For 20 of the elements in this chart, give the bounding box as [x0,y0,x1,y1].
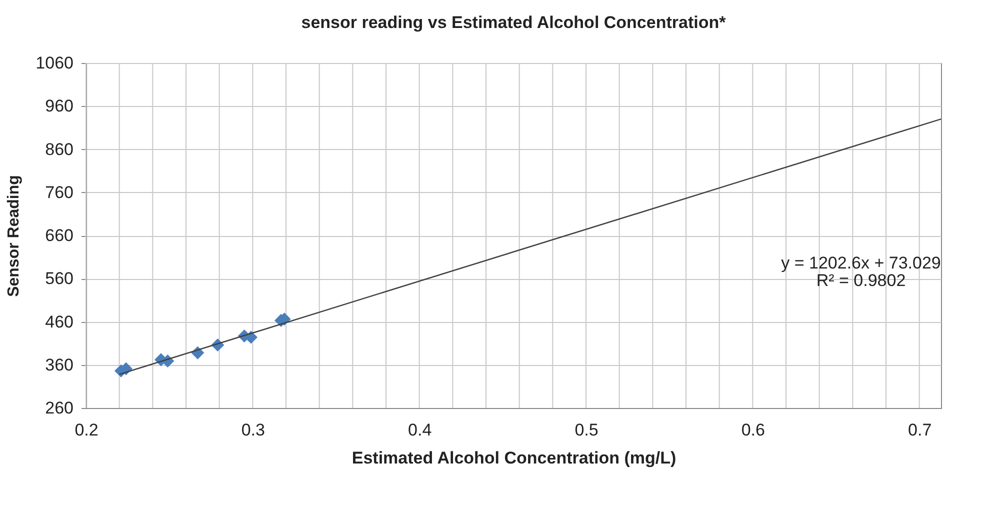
annotation: y = 1202.6x + 73.029 [781,254,941,273]
y-tick-label: 1060 [36,54,74,72]
y-tick-label: 260 [45,398,74,418]
y-tick-label: 760 [45,182,74,202]
annotation: R² = 0.9802 [816,270,906,290]
x-tick-label: 0.3 [241,420,265,440]
x-tick-label: 0.4 [408,420,432,440]
y-tick-label: 860 [45,140,74,159]
y-tick-label: 360 [45,355,74,374]
x-tick-label: 0.2 [74,420,98,440]
y-tick-label: 660 [45,226,74,245]
chart-title: sensor reading vs Estimated Alcohol Concentration* [301,13,726,32]
x-tick-label: 0.6 [741,420,765,440]
y-tick-label: 460 [45,312,74,332]
x-tick-label: 0.7 [908,420,932,440]
y-axis-title: Sensor Reading [6,175,23,297]
x-tick-label: 0.5 [574,420,598,440]
y-tick-label: 560 [45,269,74,288]
y-tick-label: 960 [45,96,74,116]
x-axis-title: Estimated Alcohol Concentration (mg/L) [352,448,676,468]
